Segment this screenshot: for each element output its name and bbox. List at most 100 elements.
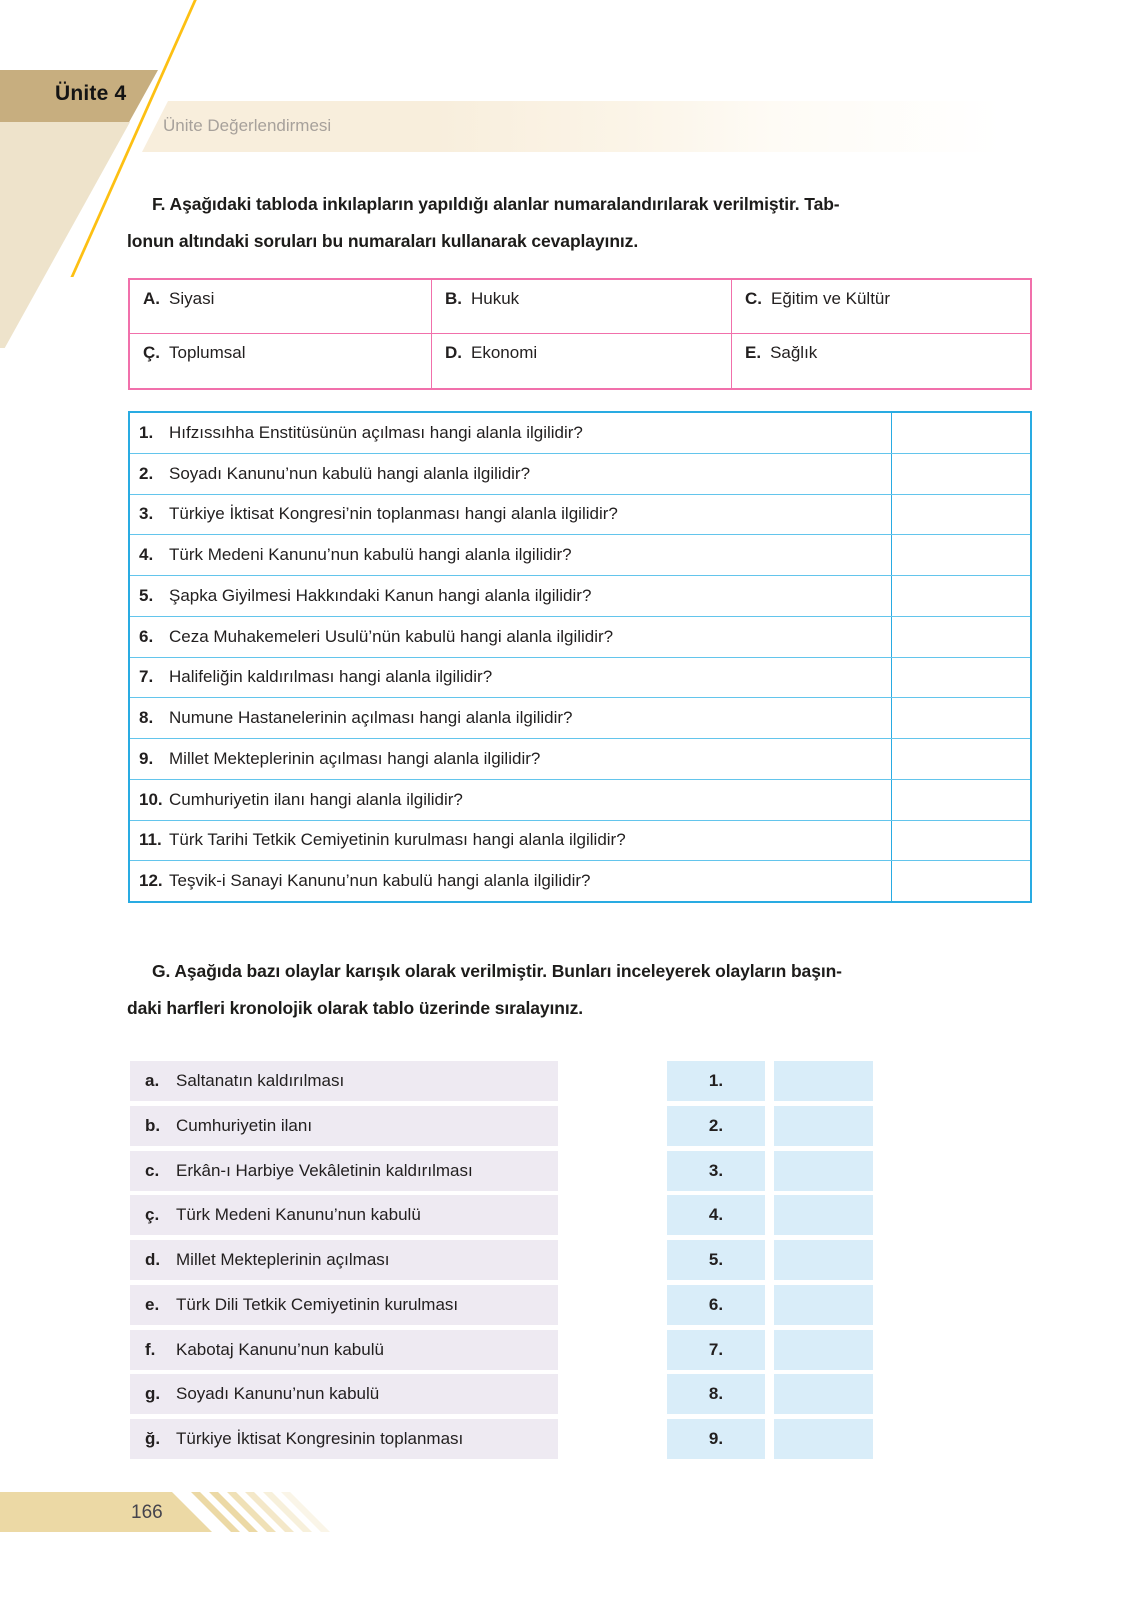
order-answer-box[interactable] — [774, 1419, 873, 1459]
question-number: 2. — [139, 463, 154, 483]
event-text: Türkiye İktisat Kongresinin toplanması — [176, 1429, 464, 1448]
order-slot-number: 4. — [667, 1195, 765, 1235]
unit-evaluation-subtitle: Ünite Değerlendirmesi — [163, 116, 332, 135]
event-letter: ç. — [145, 1205, 160, 1224]
event-text: Soyadı Kanunu’nun kabulü — [176, 1384, 380, 1403]
question-row: 4. Türk Medeni Kanunu’nun kabulü hangi al… — [130, 535, 1030, 576]
answer-box[interactable] — [891, 535, 1030, 575]
event-item: f. Kabotaj Kanunu’nun kabulü — [130, 1330, 558, 1370]
question-row: 2. Soyadı Kanunu’nun kabulü hangi alanla … — [130, 453, 1030, 495]
event-text: Kabotaj Kanunu’nun kabulü — [176, 1340, 384, 1359]
question-text: Türkiye İktisat Kongresi’nin toplanması … — [169, 504, 618, 524]
order-answer-box[interactable] — [774, 1195, 873, 1235]
question-row: 10. Cumhuriyetin ilanı hangi alanla ilgil… — [130, 779, 1030, 821]
category-label: Eğitim ve Kültür — [771, 289, 891, 308]
question-text: Numune Hastanelerinin açılması hangi ala… — [169, 708, 573, 728]
category-cell: B. Hukuk — [432, 280, 732, 334]
question-number: 11. — [139, 830, 162, 850]
order-slot-number: 1. — [667, 1061, 765, 1101]
order-answer-box[interactable] — [774, 1374, 873, 1414]
answer-box[interactable] — [891, 739, 1030, 779]
order-slot-number: 8. — [667, 1374, 765, 1414]
question-row: 7. Halifeliğin kaldırılması hangi alanla … — [130, 657, 1030, 699]
event-item: e. Türk Dili Tetkik Cemiyetinin kurulması — [130, 1285, 558, 1325]
question-row: 6. Ceza Muhakemeleri Usulü’nün kabulü han… — [130, 616, 1030, 658]
category-cell: D. Ekonomi — [432, 334, 732, 388]
event-letter: g. — [145, 1384, 161, 1403]
order-slot-number: 6. — [667, 1285, 765, 1325]
event-row: b. Cumhuriyetin ilanı 2. — [130, 1106, 873, 1146]
category-letter: E. — [745, 343, 762, 362]
answer-box[interactable] — [891, 413, 1030, 453]
event-row: e. Türk Dili Tetkik Cemiyetinin kurulması… — [130, 1285, 873, 1325]
answer-box[interactable] — [891, 657, 1030, 698]
order-answer-box[interactable] — [774, 1240, 873, 1280]
event-letter: d. — [145, 1250, 161, 1269]
order-slot-number: 3. — [667, 1151, 765, 1191]
section-f-heading-line2: lonun altındaki soruları bu numaraları k… — [127, 231, 639, 251]
order-slot-number: 7. — [667, 1330, 765, 1370]
answer-box[interactable] — [891, 494, 1030, 535]
question-number: 12. — [139, 871, 163, 891]
category-cell: C. Eğitim ve Kültür — [732, 280, 1030, 334]
answer-box[interactable] — [891, 861, 1030, 901]
question-text: Şapka Giyilmesi Hakkındaki Kanun hangi a… — [169, 585, 592, 605]
answer-box[interactable] — [891, 616, 1030, 657]
question-text: Türk Tarihi Tetkik Cemiyetinin kurulması… — [169, 830, 626, 850]
category-cell: E. Sağlık — [732, 334, 1030, 388]
question-number: 1. — [139, 422, 154, 442]
question-text: Hıfzıssıhha Enstitüsünün açılması hangi … — [169, 422, 583, 442]
category-letter: Ç. — [143, 343, 160, 362]
event-text: Erkân-ı Harbiye Vekâletinin kaldırılması — [176, 1161, 473, 1180]
order-slot-number: 5. — [667, 1240, 765, 1280]
footer-band — [0, 1492, 212, 1532]
header-band — [142, 101, 1020, 152]
order-answer-box[interactable] — [774, 1106, 873, 1146]
question-row: 1. Hıfzıssıhha Enstitüsünün açılması hang… — [130, 413, 1030, 454]
question-row: 12. Teşvik-i Sanayi Kanunu’nun kabulü han… — [130, 861, 1030, 901]
event-text: Millet Mekteplerinin açılması — [176, 1250, 390, 1269]
answer-box[interactable] — [891, 698, 1030, 738]
category-label: Siyasi — [169, 289, 215, 308]
event-row: d. Millet Mekteplerinin açılması 5. — [130, 1240, 873, 1280]
event-row: c. Erkân-ı Harbiye Vekâletinin kaldırılma… — [130, 1151, 873, 1191]
event-row: f. Kabotaj Kanunu’nun kabulü 7. — [130, 1330, 873, 1370]
order-answer-box[interactable] — [774, 1285, 873, 1325]
question-row: 3. Türkiye İktisat Kongresi’nin toplanmas… — [130, 494, 1030, 536]
question-number: 8. — [139, 708, 154, 728]
question-number: 9. — [139, 748, 154, 768]
order-answer-box[interactable] — [774, 1330, 873, 1370]
category-label: Hukuk — [471, 289, 520, 308]
question-number: 6. — [139, 626, 154, 646]
answer-box[interactable] — [891, 453, 1030, 494]
order-answer-box[interactable] — [774, 1151, 873, 1191]
event-item: c. Erkân-ı Harbiye Vekâletinin kaldırılma… — [130, 1151, 558, 1191]
categories-table: A. Siyasi B. Hukuk C. Eğitim ve Kültür Ç. To… — [128, 278, 1032, 390]
event-row: g. Soyadı Kanunu’nun kabulü 8. — [130, 1374, 873, 1414]
question-text: Cumhuriyetin ilanı hangi alanla ilgilidi… — [169, 789, 463, 809]
answer-box[interactable] — [891, 820, 1030, 861]
question-row: 8. Numune Hastanelerinin açılması hangi a… — [130, 698, 1030, 739]
question-number: 10. — [139, 789, 163, 809]
event-row: ğ. Türkiye İktisat Kongresinin toplanması… — [130, 1419, 873, 1459]
section-f-heading-line1: F. Aşağıdaki tabloda inkılapların yapıld… — [152, 194, 840, 214]
event-letter: f. — [145, 1340, 156, 1359]
question-number: 4. — [139, 545, 154, 565]
question-text: Türk Medeni Kanunu’nun kabulü hangi alan… — [169, 545, 572, 565]
question-text: Ceza Muhakemeleri Usulü’nün kabulü hangi… — [169, 626, 614, 646]
event-letter: ğ. — [145, 1429, 161, 1448]
order-answer-box[interactable] — [774, 1061, 873, 1101]
category-letter: B. — [445, 289, 462, 308]
question-number: 5. — [139, 585, 154, 605]
category-letter: C. — [745, 289, 762, 308]
event-letter: e. — [145, 1295, 160, 1314]
event-text: Saltanatın kaldırılması — [176, 1071, 345, 1090]
answer-box[interactable] — [891, 576, 1030, 616]
event-letter: c. — [145, 1161, 160, 1180]
order-slot-number: 9. — [667, 1419, 765, 1459]
event-text: Türk Dili Tetkik Cemiyetinin kurulması — [176, 1295, 459, 1314]
page-number: 166 — [131, 1502, 163, 1523]
answer-box[interactable] — [891, 779, 1030, 820]
question-row: 5. Şapka Giyilmesi Hakkındaki Kanun hangi… — [130, 576, 1030, 617]
section-g-heading-line1: G. Aşağıda bazı olaylar karışık olarak v… — [152, 961, 842, 981]
